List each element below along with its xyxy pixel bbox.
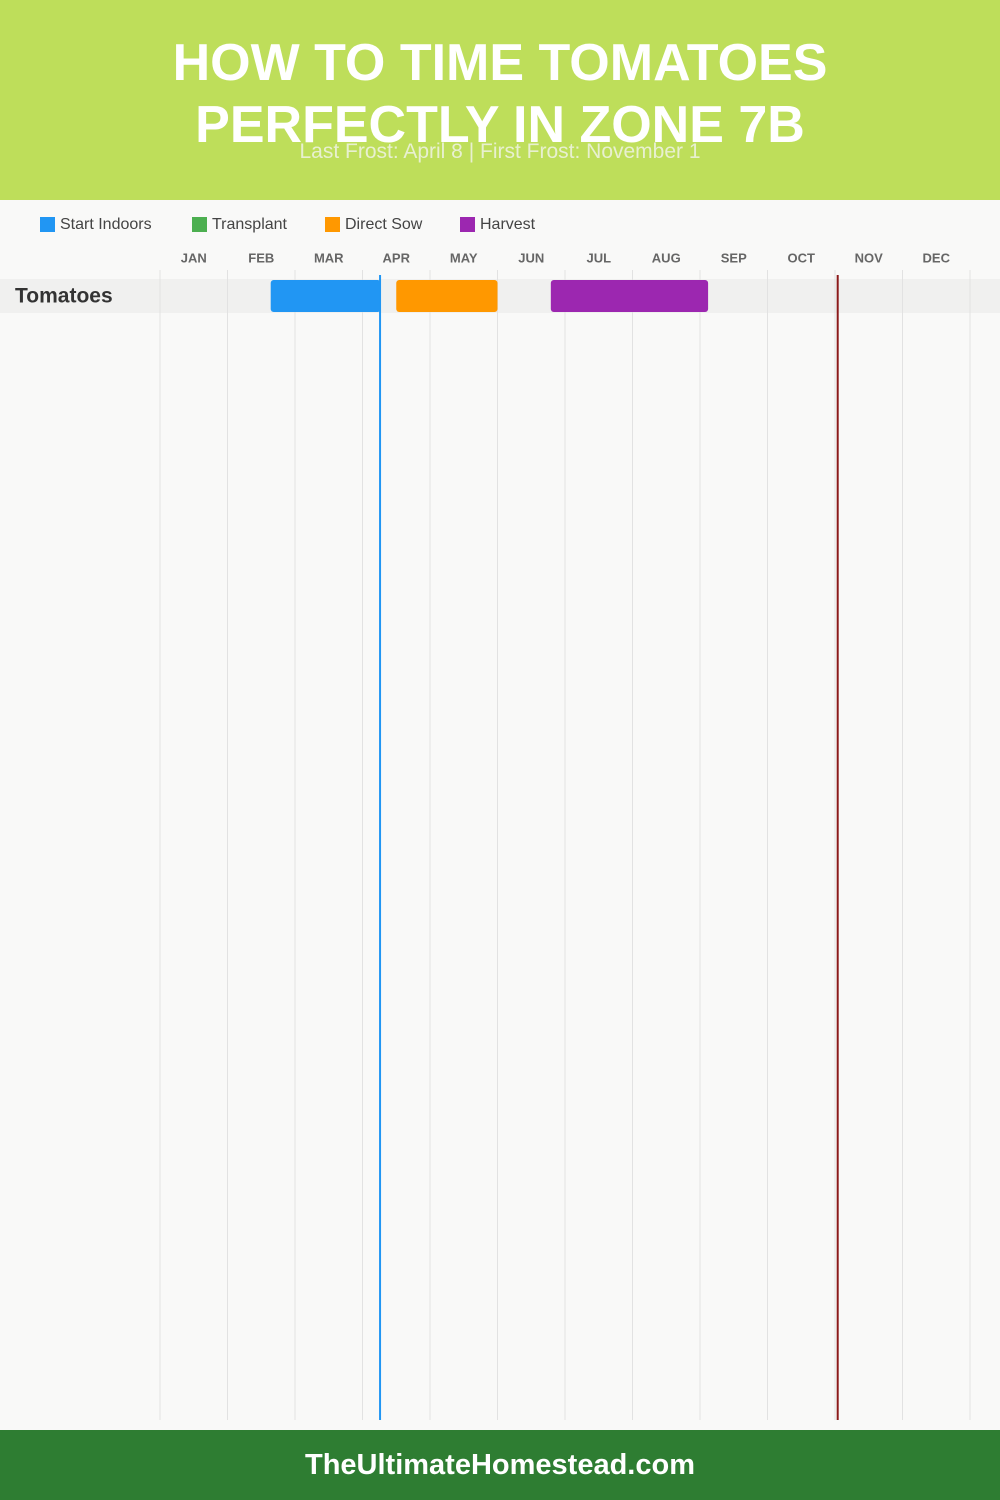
header: HOW TO TIME TOMATOES PERFECTLY IN ZONE 7… bbox=[0, 0, 1000, 200]
x-tick-label: FEB bbox=[248, 250, 274, 265]
row-label: Tomatoes bbox=[15, 285, 113, 308]
x-tick-label: AUG bbox=[652, 250, 681, 265]
bar bbox=[550, 280, 709, 312]
footer: TheUltimateHomestead.com bbox=[0, 1430, 1000, 1500]
x-tick-label: SEP bbox=[721, 250, 747, 265]
row-band bbox=[0, 279, 1000, 313]
legend-swatch bbox=[40, 217, 55, 232]
x-tick-label: OCT bbox=[788, 250, 816, 265]
chart-subtitle: Last Frost: April 8 | First Frost: Novem… bbox=[299, 140, 701, 163]
x-tick-label: JUN bbox=[518, 250, 544, 265]
x-tick-label: APR bbox=[383, 250, 411, 265]
x-tick-label: DEC bbox=[923, 250, 951, 265]
x-tick-label: MAY bbox=[450, 250, 478, 265]
x-tick-label: NOV bbox=[855, 250, 884, 265]
chart: JAN FEB MAR APR MAY JUN JUL AUG SEP OCT NOV DEC Star… bbox=[0, 216, 1000, 1420]
bar bbox=[396, 280, 498, 312]
legend-label: Transplant bbox=[212, 216, 288, 233]
legend-swatch bbox=[460, 217, 475, 232]
chart-title: HOW TO TIME TOMATOES PERFECTLY IN ZONE 7… bbox=[172, 34, 828, 154]
legend-swatch bbox=[325, 217, 340, 232]
x-tick-label: MAR bbox=[314, 250, 344, 265]
legend-swatch bbox=[192, 217, 207, 232]
legend-label: Start Indoors bbox=[60, 216, 152, 233]
x-tick-label: JUL bbox=[586, 250, 611, 265]
x-tick-label: JAN bbox=[181, 250, 207, 265]
legend-label: Harvest bbox=[480, 216, 536, 233]
bar bbox=[270, 280, 381, 312]
legend-label: Direct Sow bbox=[345, 216, 423, 233]
